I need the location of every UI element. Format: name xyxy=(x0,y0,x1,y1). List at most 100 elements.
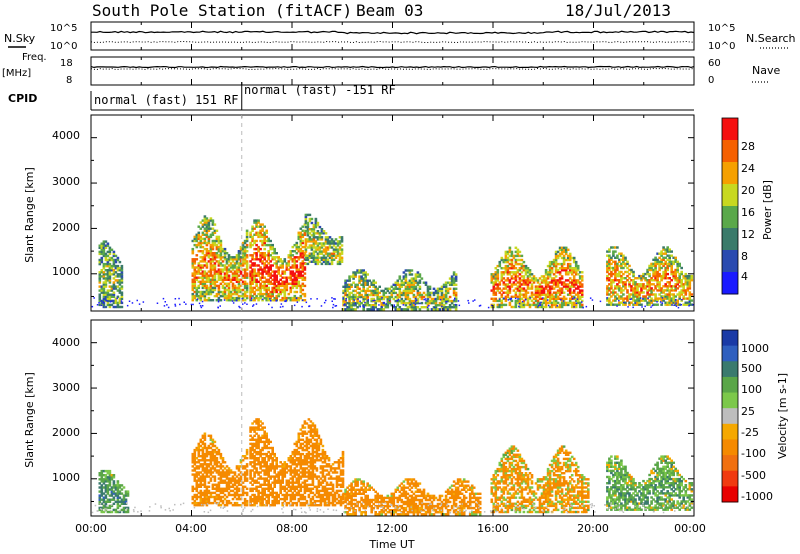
echo-cell xyxy=(98,478,102,481)
echo-cell xyxy=(259,256,262,259)
echo-cell xyxy=(116,492,120,495)
echo-cell xyxy=(390,304,394,307)
echo-cell xyxy=(560,277,564,280)
echo-cell xyxy=(197,471,201,474)
echo-cell xyxy=(112,277,116,280)
echo-cell xyxy=(267,243,270,247)
echo-cell xyxy=(610,246,613,249)
echo-cell xyxy=(255,223,258,226)
echo-cell xyxy=(227,254,231,257)
echo-cell xyxy=(285,262,289,265)
echo-cell xyxy=(116,506,120,510)
echo-cell xyxy=(219,272,223,275)
echo-cell xyxy=(199,493,203,497)
echo-cell xyxy=(287,485,291,488)
echo-cell xyxy=(106,500,110,503)
echo-cell xyxy=(624,264,627,268)
echo-cell xyxy=(512,283,516,286)
echo-cell xyxy=(295,469,299,472)
echo-cell xyxy=(257,268,260,271)
echo-cell xyxy=(241,491,245,495)
echo-cell xyxy=(304,221,308,225)
echo-cell xyxy=(205,219,209,222)
echo-cell xyxy=(686,303,690,306)
scatter-dot xyxy=(428,304,430,307)
echo-cell xyxy=(664,293,667,296)
echo-cell xyxy=(243,485,247,488)
echo-cell xyxy=(297,276,301,279)
echo-cell xyxy=(518,269,522,272)
echo-cell xyxy=(632,283,635,286)
echo-cell xyxy=(116,500,120,503)
echo-cell xyxy=(614,291,617,294)
echo-cell xyxy=(510,262,514,266)
echo-cell xyxy=(223,479,227,482)
echo-cell xyxy=(326,254,330,257)
echo-cell xyxy=(195,237,199,241)
echo-cell xyxy=(118,299,122,303)
echo-cell xyxy=(310,234,314,237)
echo-cell xyxy=(255,485,258,488)
echo-cell xyxy=(223,481,227,484)
echo-cell xyxy=(263,266,266,269)
echo-cell xyxy=(271,286,274,290)
echo-cell xyxy=(255,274,258,277)
echo-cell xyxy=(235,475,239,478)
echo-cell xyxy=(211,276,215,279)
echo-cell xyxy=(646,301,649,304)
echo-cell xyxy=(241,268,245,271)
echo-cell xyxy=(364,277,367,280)
echo-cell xyxy=(301,282,305,285)
scatter-dot xyxy=(162,297,165,300)
echo-cell xyxy=(227,477,231,480)
echo-cell xyxy=(646,303,649,306)
echo-cell xyxy=(366,295,369,299)
echo-cell xyxy=(688,297,692,300)
echo-cell xyxy=(454,297,458,301)
echo-cell xyxy=(654,287,657,290)
echo-cell xyxy=(213,444,217,448)
echo-cell xyxy=(231,475,235,478)
echo-cell xyxy=(674,268,677,272)
echo-cell xyxy=(285,276,289,279)
echo-cell xyxy=(261,426,264,429)
echo-cell xyxy=(207,450,211,454)
echo-cell xyxy=(108,279,112,282)
echo-cell xyxy=(636,287,639,290)
echo-cell xyxy=(267,499,270,503)
echo-cell xyxy=(267,481,270,484)
echo-cell xyxy=(104,469,108,473)
echo-cell xyxy=(297,284,301,288)
echo-cell xyxy=(257,420,260,423)
echo-cell xyxy=(634,277,637,280)
echo-cell xyxy=(560,275,564,278)
echo-cell xyxy=(316,221,320,225)
echo-cell xyxy=(279,274,282,277)
echo-cell xyxy=(269,455,272,458)
echo-cell xyxy=(293,487,297,490)
echo-cell xyxy=(556,285,560,288)
echo-cell xyxy=(249,270,252,273)
echo-cell xyxy=(352,273,355,276)
echo-cell xyxy=(261,504,264,507)
echo-cell xyxy=(406,306,410,309)
echo-cell xyxy=(291,282,295,285)
echo-cell xyxy=(303,272,307,275)
echo-cell xyxy=(98,299,102,303)
echo-cell xyxy=(490,305,494,309)
echo-cell xyxy=(299,497,303,501)
echo-cell xyxy=(614,260,617,263)
echo-cell xyxy=(237,286,241,290)
echo-cell xyxy=(340,256,344,259)
echo-cell xyxy=(211,465,215,468)
echo-cell xyxy=(526,301,530,305)
echo-cell xyxy=(120,269,124,272)
echo-cell xyxy=(338,252,342,255)
echo-cell xyxy=(223,504,227,507)
echo-cell xyxy=(245,243,249,247)
echo-cell xyxy=(259,223,262,226)
echo-cell xyxy=(255,225,258,228)
echo-cell xyxy=(690,274,694,278)
echo-cell xyxy=(283,282,287,285)
echo-cell xyxy=(512,273,516,276)
